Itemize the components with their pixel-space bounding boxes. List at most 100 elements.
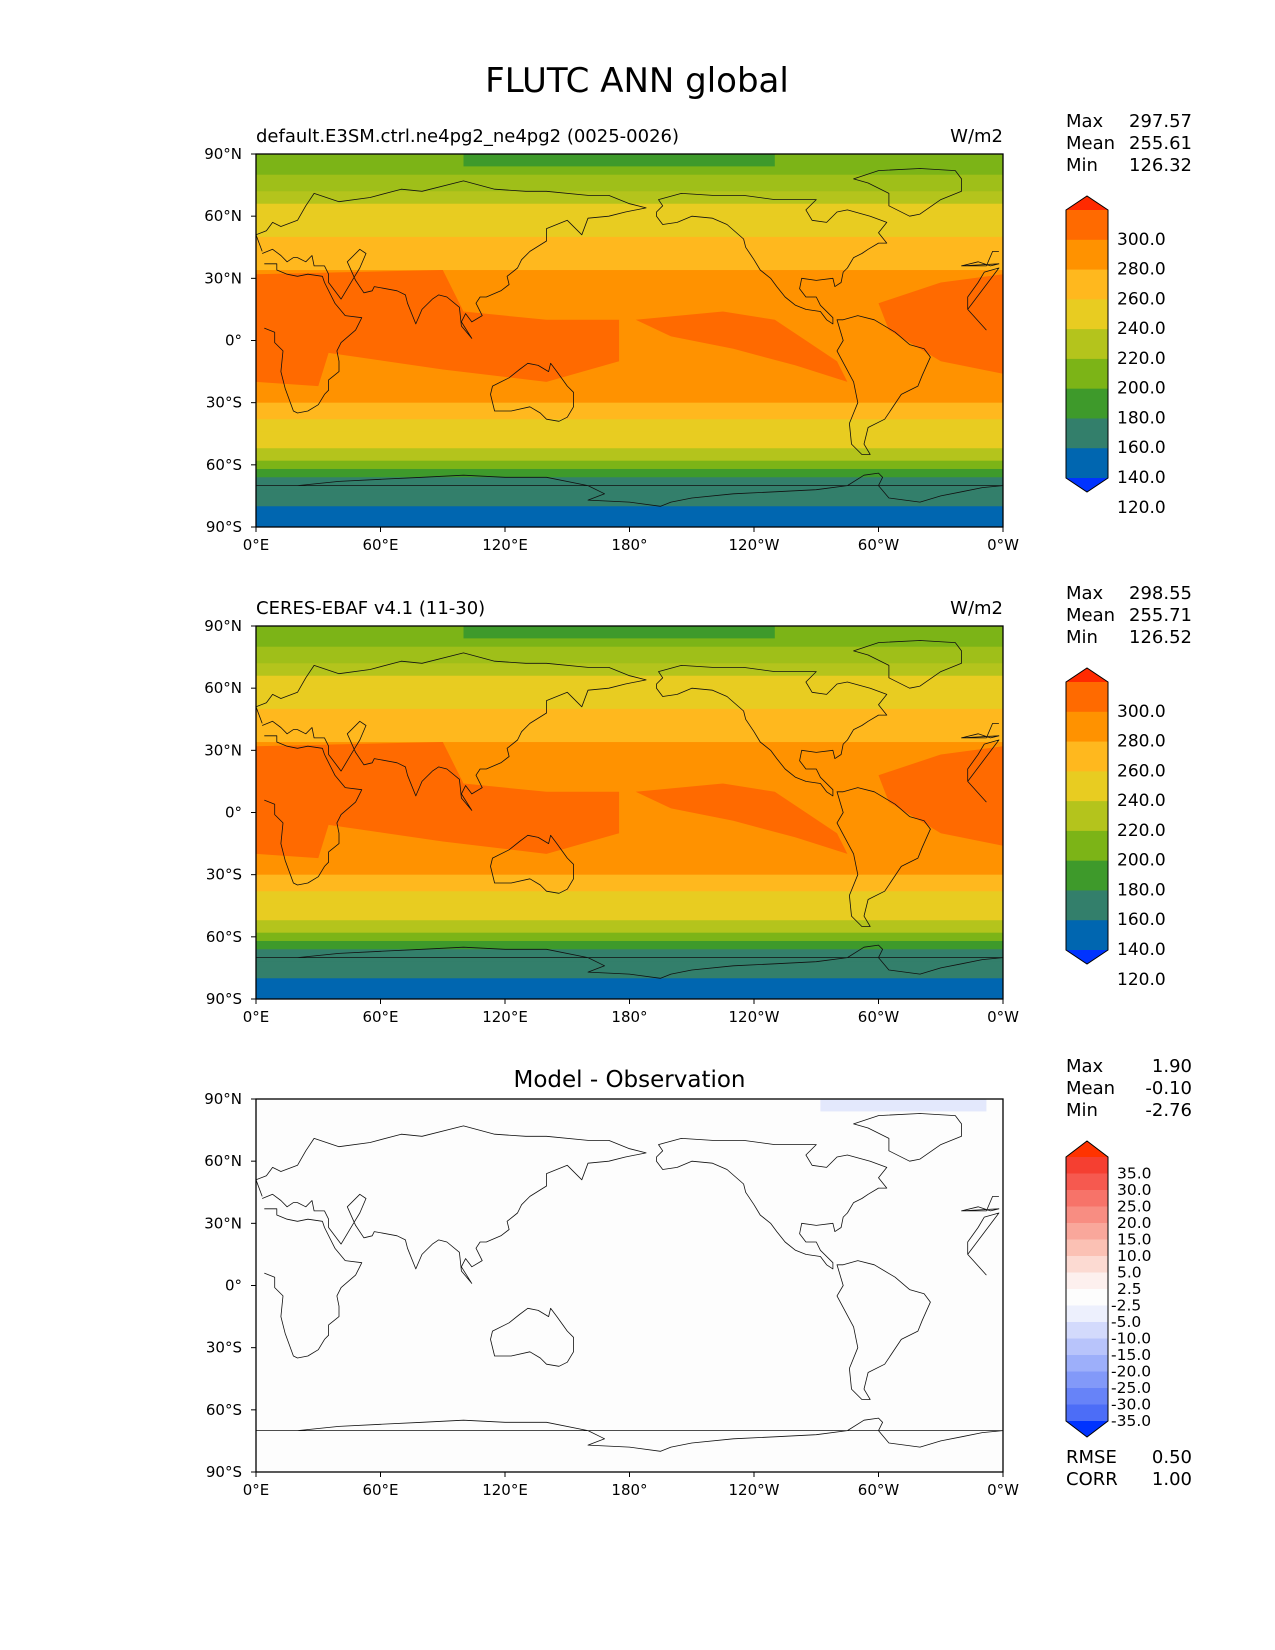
lat-tick-label: 90°N <box>204 617 242 635</box>
field-band <box>256 675 1003 689</box>
lat-tick-label: 30°N <box>204 269 242 287</box>
diff-negative-patch <box>820 1099 987 1112</box>
colorbar-segment <box>1066 1157 1108 1174</box>
warm-pool-region <box>256 270 620 387</box>
colorbar-label: 5.0 <box>1117 1264 1142 1282</box>
colorbar-segment <box>1066 1173 1108 1191</box>
colorbar-label: 20.0 <box>1117 1214 1152 1232</box>
lon-tick-label: 120°E <box>482 1008 528 1026</box>
field-band <box>256 431 1003 449</box>
colorbar-segment <box>1066 830 1108 862</box>
colorbar-segment <box>1066 1355 1108 1372</box>
field-band <box>256 253 1003 271</box>
colorbar-segment <box>1066 210 1108 241</box>
colorbar-label: -35.0 <box>1111 1412 1151 1430</box>
map-fill <box>256 154 1003 527</box>
colorbar-label: 140.0 <box>1117 468 1166 488</box>
colorbar-segment <box>1066 1371 1108 1389</box>
lon-tick-label: 0°W <box>987 1481 1019 1499</box>
colorbar-segment <box>1066 418 1108 449</box>
lat-tick-label: 30°N <box>204 1214 242 1232</box>
colorbar-segment <box>1066 448 1108 479</box>
field-band <box>256 365 1003 387</box>
colorbar-segment <box>1066 1322 1108 1339</box>
colorbar-segment <box>1066 1272 1108 1290</box>
colorbar-segment <box>1066 1190 1108 1207</box>
lat-tick-label: 30°S <box>206 1339 242 1357</box>
lat-tick-label: 60°N <box>204 679 242 697</box>
colorbar-label: -2.5 <box>1111 1297 1141 1315</box>
map-panel-obs: 0°E 60°E 120°E 180° 120°W 60°W 0°W 90°N 60°N 30°N… <box>204 583 1192 1026</box>
field-band <box>256 203 1003 217</box>
colorbar-label: 140.0 <box>1117 940 1166 960</box>
panel-title: CERES-EBAF v4.1 (11-30) <box>256 598 485 619</box>
antarctic-low-region <box>256 510 630 527</box>
field-band <box>256 837 1003 859</box>
lon-tick-label: 180° <box>611 1481 647 1499</box>
field-band <box>256 489 1003 507</box>
warm-pool-region <box>256 742 620 859</box>
lat-tick-label: 90°N <box>204 145 242 163</box>
colorbar-segment <box>1066 771 1108 802</box>
lat-tick-label: 0° <box>225 332 242 350</box>
colorbar-segment <box>1066 1223 1108 1240</box>
field-band <box>256 460 1003 470</box>
colorbar-label: -25.0 <box>1111 1379 1151 1397</box>
colorbar-label: 260.0 <box>1117 761 1166 781</box>
stat-label: Min <box>1066 155 1098 176</box>
lat-tick-label: 90°S <box>206 1463 242 1481</box>
stat-value: 297.57 <box>1129 111 1192 132</box>
colorbar-label: 200.0 <box>1117 379 1166 399</box>
stat-value: 126.52 <box>1129 627 1192 648</box>
colorbar-label: 30.0 <box>1117 1181 1152 1199</box>
stat-value: 1.90 <box>1152 1056 1192 1077</box>
atlantic-warm-region <box>878 746 1003 846</box>
field-band <box>256 236 1003 255</box>
east-pacific-warm-region <box>635 783 848 854</box>
colorbar-label: -20.0 <box>1111 1363 1151 1381</box>
stat-value: 255.71 <box>1129 605 1192 626</box>
field-band <box>256 663 1003 677</box>
field-band <box>256 688 1003 710</box>
colorbar-segment <box>1066 860 1108 891</box>
colorbar-label: 240.0 <box>1117 791 1166 811</box>
colorbar-outline <box>1065 667 1109 965</box>
lat-tick-label: 60°S <box>206 928 242 946</box>
field-band <box>256 402 1003 420</box>
coastlines <box>256 640 1003 979</box>
colorbar-label: 260.0 <box>1117 289 1166 309</box>
colorbar-outline <box>1065 1140 1109 1438</box>
colorbar-extend-bottom <box>1066 478 1108 492</box>
colorbar-label: 120.0 <box>1117 970 1166 990</box>
lat-tick-label: 60°N <box>204 207 242 225</box>
lat-tick-label: 60°N <box>204 1152 242 1170</box>
lat-tick-label: 0° <box>225 1277 242 1295</box>
colorbar-segment <box>1066 269 1108 300</box>
field-band <box>256 646 1003 664</box>
colorbar-outline <box>1065 195 1109 493</box>
field-band <box>256 961 1003 979</box>
colorbar-extend-bottom <box>1066 950 1108 964</box>
lat-tick-label: 30°S <box>206 394 242 412</box>
colorbar-segment <box>1066 1239 1108 1257</box>
stat-label: Max <box>1066 1056 1104 1077</box>
polar-band <box>463 626 775 639</box>
panel-units: W/m2 <box>950 598 1003 619</box>
east-pacific-warm-region <box>635 311 848 382</box>
colorbar-label: 200.0 <box>1117 851 1166 871</box>
lon-tick-label: 0°E <box>243 536 270 554</box>
field-band <box>256 891 1003 905</box>
colorbar-segment <box>1066 239 1108 271</box>
colorbar-label: 280.0 <box>1117 260 1166 280</box>
lon-tick-label: 0°W <box>987 536 1019 554</box>
colorbar-segment <box>1066 1256 1108 1273</box>
colorbar-label: 280.0 <box>1117 732 1166 752</box>
colorbar-label: 2.5 <box>1117 1280 1142 1298</box>
colorbar-label: 300.0 <box>1117 702 1166 722</box>
colorbar-main: 300.0 280.0 260.0 240.0 220.0 200.0 180.0 160.0… <box>1065 667 1166 990</box>
colorbar-label: 10.0 <box>1117 1247 1152 1265</box>
field-band <box>256 874 1003 892</box>
stat-label: Min <box>1066 627 1098 648</box>
field-band <box>256 216 1003 238</box>
